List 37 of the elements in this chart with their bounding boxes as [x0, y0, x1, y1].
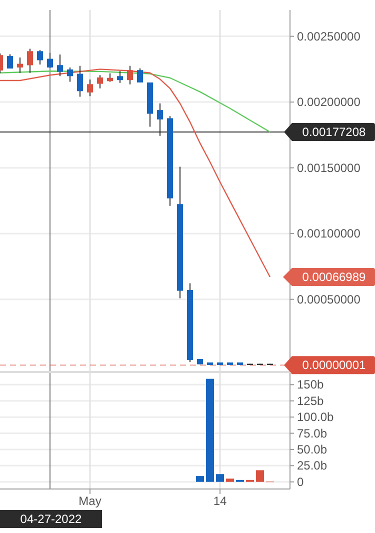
- candlestick: [77, 65, 83, 98]
- y-tick-label: 0.00100000: [297, 226, 361, 241]
- candlestick: [47, 52, 53, 68]
- y-tick-label: 125b: [297, 394, 324, 408]
- y-tick-label: 0.00200000: [297, 95, 361, 110]
- candlestick: [57, 54, 63, 77]
- x-tick-label: May: [78, 494, 102, 508]
- y-tick-label: 100.0b: [297, 410, 334, 424]
- bar: [216, 474, 224, 482]
- x-tick-label: 14: [213, 494, 227, 508]
- candlestick: [117, 70, 123, 84]
- y-tick-label: 150b: [297, 378, 324, 392]
- ref-line-label: 0.00177208: [302, 125, 366, 140]
- y-tick-label: 50.0b: [297, 442, 328, 456]
- line-series: [0, 68, 271, 278]
- candlestick: [97, 74, 103, 89]
- annotation: 0.00066989: [302, 270, 366, 284]
- candlestick: [7, 54, 13, 70]
- ref-line-label: 0.00000001: [302, 358, 366, 372]
- candlestick: [27, 48, 33, 74]
- candlestick: [87, 78, 93, 97]
- y-tick-label: 0.00150000: [297, 160, 361, 175]
- y-tick-label: 0.00050000: [297, 292, 361, 306]
- ref-line-label: 04-27-2022: [20, 512, 82, 526]
- bar: [226, 478, 234, 482]
- y-tick-label: 75.0b: [297, 426, 328, 440]
- candlestick: [37, 50, 43, 65]
- y-tick-label: 0: [297, 474, 304, 489]
- y-tick-label: 25.0b: [297, 458, 328, 473]
- bar: [256, 470, 264, 482]
- candlestick: [17, 56, 23, 74]
- line-series: [0, 70, 271, 133]
- candlestick: [137, 68, 143, 83]
- y-tick-label: 0.00250000: [297, 29, 361, 44]
- candlestick: [67, 66, 73, 82]
- bar: [196, 476, 204, 482]
- bar: [206, 378, 214, 482]
